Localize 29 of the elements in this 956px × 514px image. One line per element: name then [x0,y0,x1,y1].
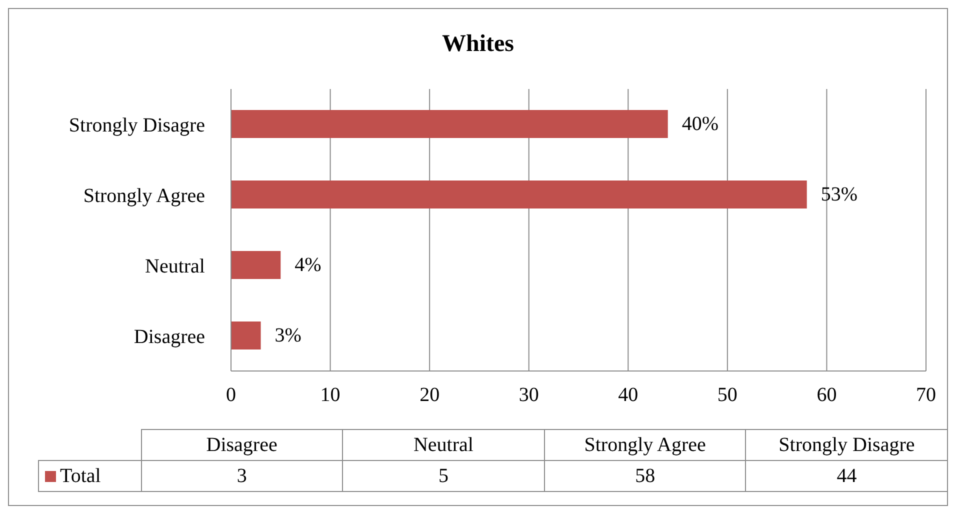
x-tick-label: 30 [518,384,539,406]
category-label: Strongly Disagre [746,430,948,460]
annotation: 4% [294,254,322,276]
category-label: Neutral [342,430,544,460]
x-tick-label: 50 [717,384,738,406]
data-label: 5 [342,460,544,492]
x-tick-label: 0 [226,384,236,406]
data-label: 58 [544,460,746,492]
x-tick-label: 20 [420,384,440,406]
x-tick-label: 10 [320,384,340,406]
bar [231,110,668,138]
annotation: 3% [274,324,302,346]
data-label: 3 [141,460,343,492]
data-label: 44 [746,460,948,492]
annotation: 40% [682,113,719,135]
x-tick-label: 70 [916,384,936,406]
category-label: Strongly Agree [544,430,746,460]
x-tick-label: 60 [816,384,837,406]
annotation: 53% [820,184,858,206]
bar [231,180,807,208]
x-tick-label: 40 [618,384,638,406]
legend-label: Total [38,460,141,492]
bar [231,322,261,350]
y-tick-label: Neutral [145,255,206,278]
y-tick-label: Strongly Disagre [68,114,206,136]
bar [231,251,281,279]
y-tick-label: Strongly Agree [83,184,206,207]
y-tick-label: Disagree [134,326,206,348]
chart-title: Whites [441,31,515,58]
